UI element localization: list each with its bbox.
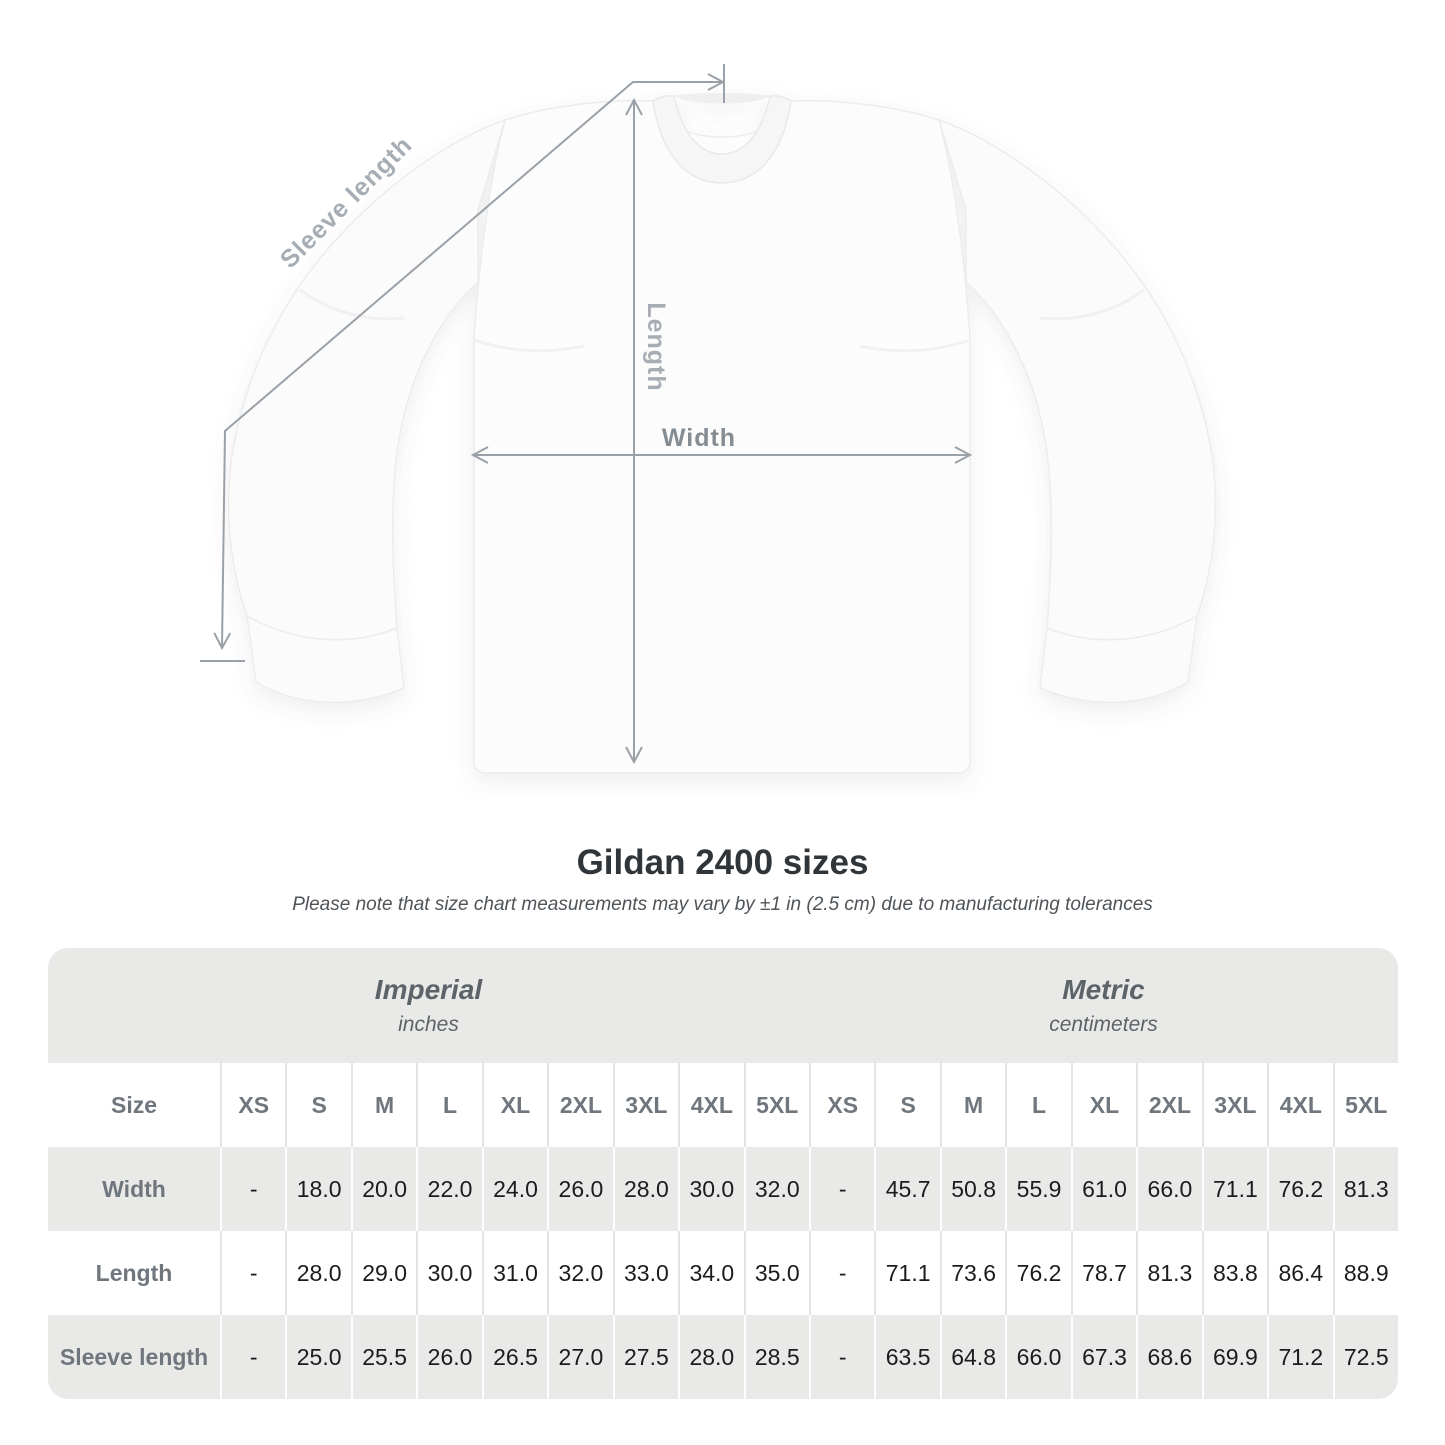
size-column-header: Size [48, 1063, 220, 1147]
imperial-value-cell: 20.0 [350, 1147, 417, 1231]
page-title: Gildan 2400 sizes [576, 843, 869, 882]
imperial-value-cell: 18.0 [285, 1147, 351, 1231]
metric-size-header: 5XL [1332, 1063, 1398, 1147]
imperial-value-cell: 28.5 [743, 1315, 809, 1399]
imperial-value-cell: 25.0 [285, 1315, 351, 1399]
shirt-diagram: Sleeve length Length Width [200, 64, 1217, 774]
metric-value-cell: - [808, 1231, 875, 1315]
metric-value-cell: 69.9 [1201, 1315, 1268, 1399]
imperial-value-cell: 22.0 [416, 1147, 482, 1231]
imperial-size-header: M [350, 1063, 417, 1147]
length-label: Length [642, 302, 670, 391]
imperial-value-cell: 32.0 [547, 1231, 613, 1315]
sleeve-length-measure-line [213, 73, 726, 651]
imperial-value-cell: 25.5 [350, 1315, 417, 1399]
metric-value-cell: - [808, 1315, 875, 1399]
imperial-value-cell: 35.0 [743, 1231, 809, 1315]
metric-size-header: XL [1070, 1063, 1137, 1147]
metric-value-cell: 76.2 [1005, 1231, 1071, 1315]
imperial-value-cell: - [220, 1231, 286, 1315]
metric-value-cell: 72.5 [1332, 1315, 1398, 1399]
metric-value-cell: 88.9 [1332, 1231, 1398, 1315]
imperial-value-cell: 24.0 [481, 1147, 548, 1231]
imperial-value-cell: 27.5 [612, 1315, 679, 1399]
imperial-value-cell: - [220, 1315, 286, 1399]
imperial-size-header: 4XL [678, 1063, 744, 1147]
imperial-size-header: L [416, 1063, 482, 1147]
metric-value-cell: 83.8 [1201, 1231, 1268, 1315]
imperial-section-unit: inches [398, 1013, 459, 1036]
shirt-right-cuff [1039, 614, 1198, 704]
imperial-value-cell: 26.0 [547, 1147, 613, 1231]
imperial-value-cell: 33.0 [612, 1231, 679, 1315]
metric-value-cell: 78.7 [1070, 1231, 1137, 1315]
metric-size-header: 3XL [1201, 1063, 1268, 1147]
measurement-row-label: Sleeve length [48, 1315, 220, 1399]
imperial-size-header: XS [220, 1063, 286, 1147]
imperial-value-cell: 30.0 [416, 1231, 482, 1315]
metric-value-cell: 66.0 [1005, 1315, 1071, 1399]
imperial-value-cell: 28.0 [285, 1231, 351, 1315]
metric-size-header: L [1005, 1063, 1071, 1147]
imperial-section-title: Imperial [374, 974, 483, 1005]
imperial-size-header: 5XL [743, 1063, 809, 1147]
metric-value-cell: 61.0 [1070, 1147, 1137, 1231]
imperial-size-header: 3XL [612, 1063, 679, 1147]
metric-section-title: Metric [1062, 974, 1145, 1005]
measurement-row-label: Length [48, 1231, 220, 1315]
size-table: Imperial inches Metric centimeters Size X… [48, 948, 1398, 1399]
imperial-size-header: S [285, 1063, 351, 1147]
metric-size-header: XS [808, 1063, 875, 1147]
imperial-size-header: XL [481, 1063, 548, 1147]
imperial-value-cell: 30.0 [678, 1147, 744, 1231]
imperial-value-cell: 28.0 [612, 1147, 679, 1231]
shirt-right-sleeve [937, 118, 1217, 641]
metric-value-cell: 64.8 [939, 1315, 1006, 1399]
metric-section-unit: centimeters [1049, 1013, 1158, 1036]
imperial-value-cell: 31.0 [481, 1231, 548, 1315]
metric-size-header: 2XL [1136, 1063, 1202, 1147]
imperial-value-cell: 34.0 [678, 1231, 744, 1315]
metric-value-cell: 67.3 [1070, 1315, 1137, 1399]
imperial-value-cell: 29.0 [350, 1231, 417, 1315]
metric-value-cell: 66.0 [1136, 1147, 1202, 1231]
imperial-value-cell: - [220, 1147, 286, 1231]
metric-value-cell: 71.2 [1267, 1315, 1333, 1399]
imperial-value-cell: 32.0 [743, 1147, 809, 1231]
tolerance-note: Please note that size chart measurements… [292, 894, 1153, 915]
metric-value-cell: 45.7 [874, 1147, 940, 1231]
imperial-value-cell: 27.0 [547, 1315, 613, 1399]
imperial-value-cell: 26.5 [481, 1315, 548, 1399]
shirt-collar-back [674, 93, 770, 104]
imperial-section-header: Imperial inches [48, 948, 809, 1063]
metric-value-cell: 81.3 [1136, 1231, 1202, 1315]
metric-value-cell: 55.9 [1005, 1147, 1071, 1231]
metric-value-cell: 63.5 [874, 1315, 940, 1399]
metric-value-cell: 73.6 [939, 1231, 1006, 1315]
metric-size-header: M [939, 1063, 1006, 1147]
metric-value-cell: 50.8 [939, 1147, 1006, 1231]
imperial-size-header: 2XL [547, 1063, 613, 1147]
metric-value-cell: 68.6 [1136, 1315, 1202, 1399]
width-label: Width [662, 424, 736, 452]
metric-size-header: S [874, 1063, 940, 1147]
imperial-value-cell: 28.0 [678, 1315, 744, 1399]
metric-value-cell: 81.3 [1332, 1147, 1398, 1231]
measurement-row-label: Width [48, 1147, 220, 1231]
metric-value-cell: 71.1 [874, 1231, 940, 1315]
metric-size-header: 4XL [1267, 1063, 1333, 1147]
metric-value-cell: - [808, 1147, 875, 1231]
imperial-value-cell: 26.0 [416, 1315, 482, 1399]
metric-value-cell: 71.1 [1201, 1147, 1268, 1231]
metric-value-cell: 76.2 [1267, 1147, 1333, 1231]
metric-section-header: Metric centimeters [808, 948, 1398, 1063]
metric-value-cell: 86.4 [1267, 1231, 1333, 1315]
